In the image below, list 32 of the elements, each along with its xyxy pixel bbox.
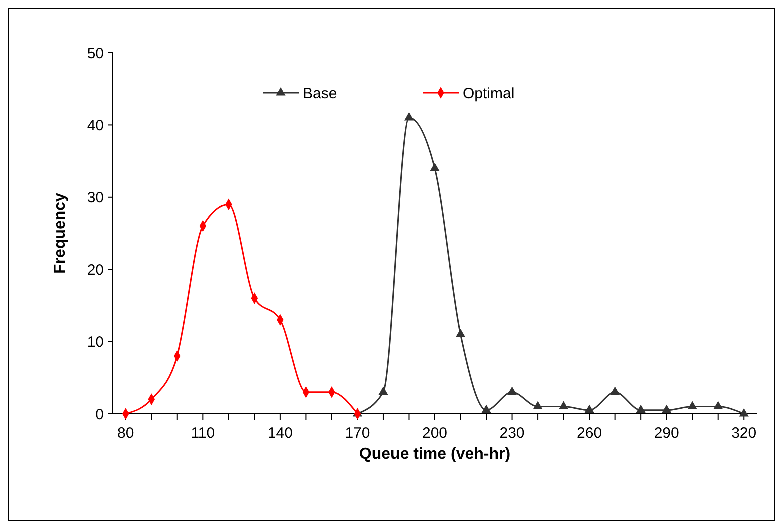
point xyxy=(507,386,518,396)
y-tick-label: 10 xyxy=(87,334,104,352)
point xyxy=(739,408,749,417)
x-axis-title: Queue time (veh-hr) xyxy=(359,446,511,463)
x-tick-label: 80 xyxy=(118,425,134,442)
x-tick-label: 110 xyxy=(191,425,216,442)
point xyxy=(482,404,492,414)
y-tick-label: 0 xyxy=(96,406,104,424)
y-tick-label: 20 xyxy=(87,262,104,279)
point xyxy=(714,401,724,410)
point xyxy=(584,404,594,414)
point xyxy=(533,401,543,410)
y-tick-label: 30 xyxy=(87,190,104,207)
x-tick-label: 260 xyxy=(577,425,602,442)
legend-label: Optimal xyxy=(463,85,515,102)
x-tick-label: 140 xyxy=(268,425,293,442)
y-axis-title: Frequency xyxy=(52,192,69,274)
point xyxy=(610,386,620,396)
point xyxy=(636,404,646,414)
point xyxy=(558,401,569,410)
point xyxy=(688,401,698,410)
point xyxy=(378,386,388,396)
y-tick-label: 40 xyxy=(87,117,104,134)
x-tick-label: 290 xyxy=(654,425,680,442)
point xyxy=(456,329,466,338)
x-tick-label: 320 xyxy=(732,425,757,442)
x-tick-label: 230 xyxy=(500,425,525,442)
y-tick-label: 50 xyxy=(87,45,104,62)
point xyxy=(662,404,672,414)
x-tick-label: 200 xyxy=(422,425,448,442)
x-tick-label: 170 xyxy=(345,425,370,442)
legend-label: Base xyxy=(303,85,338,102)
